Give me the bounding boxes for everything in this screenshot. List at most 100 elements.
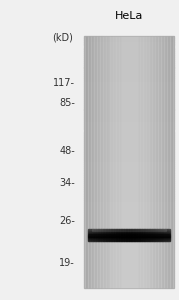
Bar bbox=[172, 36, 174, 288]
Bar bbox=[151, 36, 153, 288]
Bar bbox=[84, 36, 174, 288]
Bar bbox=[160, 229, 162, 242]
Bar bbox=[84, 42, 174, 44]
Bar bbox=[89, 229, 91, 242]
Bar bbox=[84, 116, 174, 118]
Bar bbox=[84, 156, 174, 158]
Bar bbox=[157, 36, 159, 288]
Bar bbox=[84, 149, 174, 152]
Bar bbox=[133, 36, 135, 288]
Bar bbox=[141, 36, 142, 288]
Bar bbox=[88, 232, 170, 233]
Bar bbox=[98, 229, 99, 242]
Bar bbox=[84, 189, 174, 191]
Bar bbox=[160, 36, 162, 288]
Bar bbox=[84, 46, 174, 49]
Bar bbox=[84, 61, 174, 63]
Bar bbox=[84, 181, 174, 183]
Bar bbox=[84, 36, 174, 38]
Text: 117-: 117- bbox=[53, 78, 75, 88]
Bar bbox=[107, 229, 109, 242]
Bar bbox=[150, 36, 151, 288]
Bar bbox=[84, 202, 174, 204]
Bar bbox=[147, 36, 148, 288]
Bar bbox=[134, 229, 136, 242]
Bar bbox=[84, 271, 174, 273]
Bar bbox=[84, 204, 174, 206]
Bar bbox=[149, 229, 150, 242]
Bar bbox=[84, 128, 174, 130]
Bar bbox=[103, 36, 105, 288]
Bar bbox=[111, 36, 112, 288]
Bar bbox=[84, 137, 174, 139]
Bar bbox=[84, 130, 174, 133]
Bar bbox=[84, 200, 174, 202]
Bar bbox=[104, 229, 106, 242]
Bar bbox=[84, 95, 174, 97]
Bar bbox=[96, 229, 98, 242]
Text: 34-: 34- bbox=[59, 178, 75, 188]
Bar bbox=[140, 229, 142, 242]
Bar bbox=[84, 105, 174, 107]
Bar bbox=[129, 36, 130, 288]
Bar bbox=[162, 36, 163, 288]
Bar bbox=[147, 229, 149, 242]
Bar bbox=[84, 38, 174, 40]
Bar bbox=[84, 168, 174, 170]
Text: 85-: 85- bbox=[59, 98, 75, 108]
Bar bbox=[84, 164, 174, 166]
Bar bbox=[124, 229, 126, 242]
Bar bbox=[159, 36, 160, 288]
Bar bbox=[84, 273, 174, 275]
Bar bbox=[92, 230, 166, 231]
Bar bbox=[117, 36, 118, 288]
Bar bbox=[95, 36, 96, 288]
Bar bbox=[84, 250, 174, 252]
Bar bbox=[84, 219, 174, 221]
Bar bbox=[124, 36, 126, 288]
Bar bbox=[88, 229, 89, 242]
Bar bbox=[116, 229, 117, 242]
Text: 48-: 48- bbox=[59, 146, 75, 156]
Bar bbox=[94, 229, 96, 242]
Bar bbox=[154, 229, 155, 242]
Bar bbox=[127, 36, 129, 288]
Bar bbox=[84, 214, 174, 217]
Bar bbox=[84, 170, 174, 172]
Bar bbox=[84, 160, 174, 162]
Bar bbox=[84, 172, 174, 175]
Bar bbox=[84, 238, 174, 240]
Bar bbox=[148, 36, 150, 288]
Bar bbox=[150, 229, 152, 242]
Bar bbox=[84, 88, 174, 91]
Bar bbox=[84, 265, 174, 267]
Bar bbox=[145, 36, 147, 288]
Bar bbox=[84, 76, 174, 78]
Bar bbox=[84, 49, 174, 51]
Bar bbox=[126, 229, 127, 242]
Bar bbox=[84, 275, 174, 278]
Bar bbox=[159, 229, 160, 242]
Bar bbox=[88, 234, 170, 235]
Bar bbox=[84, 269, 174, 271]
Bar bbox=[84, 175, 174, 177]
Bar bbox=[84, 231, 174, 233]
Bar bbox=[144, 36, 145, 288]
Bar bbox=[84, 145, 174, 147]
Bar bbox=[84, 206, 174, 208]
Bar bbox=[87, 36, 89, 288]
Bar bbox=[84, 91, 174, 93]
Bar bbox=[99, 229, 101, 242]
Bar bbox=[93, 36, 95, 288]
Bar bbox=[84, 227, 174, 229]
Bar bbox=[84, 233, 174, 236]
Bar bbox=[167, 229, 168, 242]
Bar bbox=[84, 280, 174, 282]
Bar bbox=[88, 240, 170, 241]
Bar bbox=[88, 230, 170, 231]
Bar bbox=[103, 229, 104, 242]
Bar bbox=[84, 135, 174, 137]
Bar bbox=[84, 152, 174, 154]
Bar bbox=[84, 246, 174, 248]
Bar bbox=[84, 187, 174, 189]
